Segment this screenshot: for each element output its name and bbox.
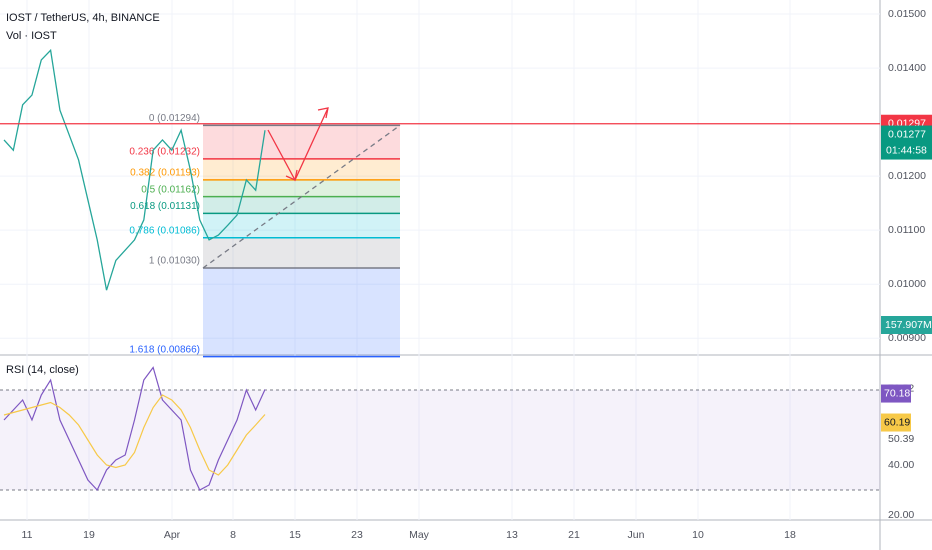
y2-tick-label: 20.00 (888, 509, 914, 521)
y-tick-label: 0.01500 (888, 8, 926, 20)
x-tick-label: 18 (784, 529, 796, 541)
rsi-badge (881, 413, 911, 432)
countdown-label: 01:44:58 (886, 144, 927, 156)
fib-band (203, 158, 400, 180)
grid (0, 0, 880, 520)
rsi-line (3, 366, 266, 492)
rsi-band (0, 390, 880, 490)
fib-label: 0 (0.01294) (149, 113, 200, 124)
y2-tick-label: 40.00 (888, 459, 914, 471)
rsi-badge-label: 60.19 (884, 416, 910, 428)
trend-line (202, 124, 401, 269)
x-tick-label: Jun (628, 529, 645, 541)
x-tick-label: May (409, 529, 430, 541)
arrow-head (285, 169, 298, 181)
fib-band (203, 213, 400, 238)
rsi-badge (881, 384, 911, 403)
rsi-line (3, 394, 266, 476)
y-tick-label: 0.01200 (888, 170, 926, 182)
fib-label: 0.382 (0.01193) (130, 168, 200, 179)
last-price-badge (881, 125, 932, 160)
arrow-head (317, 107, 329, 119)
rsi-badge-label: 70.18 (884, 387, 910, 399)
price-line (3, 48, 266, 291)
x-tick-label: 10 (692, 529, 704, 541)
fib-band (203, 237, 400, 269)
x-tick-label: 13 (506, 529, 518, 541)
fib-label: 0.618 (0.01131) (130, 201, 200, 212)
y2-tick-label: 50.39 (888, 433, 914, 445)
rsi-title: RSI (14, close) (6, 364, 79, 376)
x-tick-label: 15 (289, 529, 301, 541)
fib-band (203, 179, 400, 197)
x-tick-label: 19 (83, 529, 95, 541)
fib-label: 0.5 (0.01162) (141, 184, 200, 195)
x-tick-label: 11 (22, 529, 33, 541)
x-tick-label: Apr (164, 529, 181, 541)
volume-badge (881, 316, 932, 334)
x-tick-label: 23 (351, 529, 363, 541)
x-tick-label: 21 (568, 529, 580, 541)
y-tick-label: 0.01400 (888, 62, 926, 74)
drawings: 0 (0.01294) 0.236 (0.01232) 0.382 (0.01193… (129, 107, 401, 358)
chart-subtitle: Vol · IOST (6, 30, 57, 42)
y-tick-label: 0.01000 (888, 278, 926, 290)
y-tick-label: 0.00900 (888, 332, 926, 344)
fib-band (203, 196, 400, 214)
fib-label: 0.236 (0.01232) (129, 146, 200, 157)
fib-label: 1 (0.01030) (149, 256, 200, 267)
x-tick-label: 8 (230, 529, 236, 541)
y-tick-label: 0.01100 (888, 224, 925, 236)
volume-label: 157.907M (885, 319, 932, 331)
fib-band (203, 125, 400, 159)
fib-label: 0.786 (0.01086) (129, 225, 200, 236)
last-price-label: 0.01277 (888, 128, 926, 140)
chart-title: IOST / TetherUS, 4h, BINANCE (6, 12, 160, 24)
fib-label: 1.618 (0.00866) (129, 344, 200, 355)
fib-band (203, 268, 400, 357)
